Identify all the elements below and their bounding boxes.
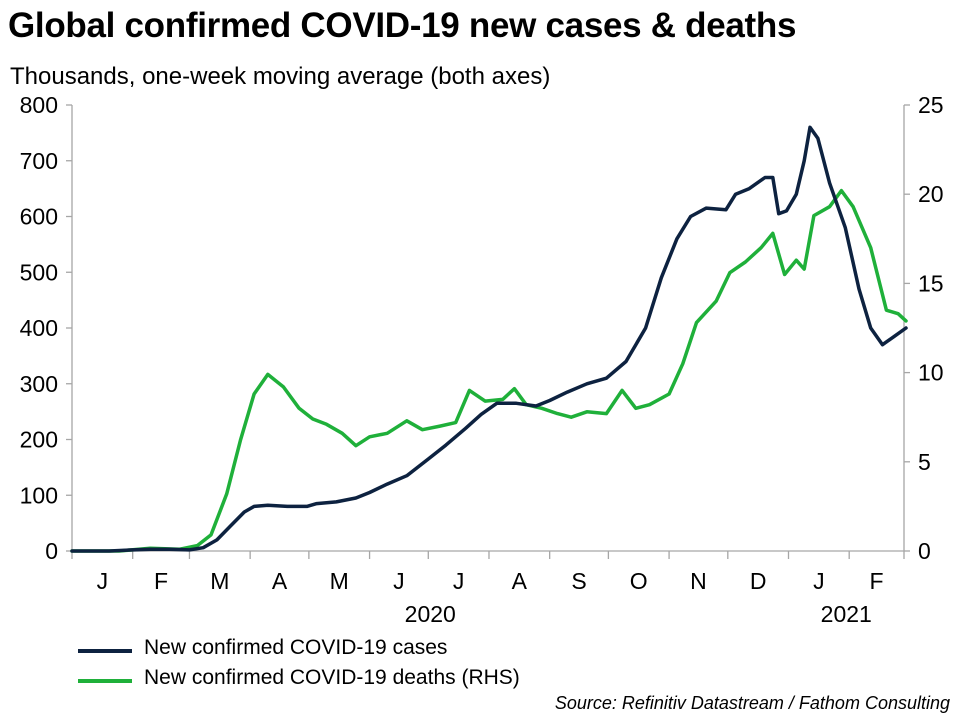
x-tick-label-month: O: [630, 568, 648, 594]
source-note: Source: Refinitiv Datastream / Fathom Co…: [554, 693, 950, 713]
series-line-cases: [70, 125, 908, 553]
axes: 0 100 200 300 400 500 600 700 800 0 5 10 15 20 25 J F M A M…: [20, 92, 944, 627]
y-right-tick-label: 10: [918, 360, 944, 386]
y-left-tick-label: 300: [20, 371, 58, 397]
y-left-tick-label: 400: [20, 315, 58, 341]
y-right-tick-label: 20: [918, 181, 944, 207]
y-left-tick-label: 100: [20, 482, 58, 508]
y-left-tick-label: 200: [20, 427, 58, 453]
y-left-tick-label: 700: [20, 148, 58, 174]
x-tick-label-month: F: [154, 568, 168, 594]
y-left-tick-label: 0: [45, 538, 58, 564]
x-tick-label-month: J: [453, 568, 465, 594]
x-tick-label-month: N: [690, 568, 707, 594]
y-left-tick-label: 600: [20, 204, 58, 230]
x-tick-label-month: J: [813, 568, 825, 594]
x-tick-label-month: A: [272, 568, 288, 594]
x-tick-label-month: S: [571, 568, 586, 594]
x-tick-label-month: J: [393, 568, 405, 594]
x-tick-label-month: A: [512, 568, 528, 594]
y-right-tick-label: 25: [918, 92, 944, 118]
x-tick-label-month: D: [750, 568, 767, 594]
chart-subtitle: Thousands, one-week moving average (both…: [10, 63, 551, 90]
legend-label-cases: New confirmed COVID-19 cases: [144, 636, 448, 659]
y-right-tick-label: 0: [918, 538, 931, 564]
legend-swatch-deaths: [78, 679, 132, 683]
x-year-label: 2021: [821, 601, 872, 627]
y-right-tick-label: 15: [918, 270, 944, 296]
x-tick-label-month: F: [870, 568, 884, 594]
chart-title: Global confirmed COVID-19 new cases & de…: [8, 6, 797, 45]
legend-label-deaths: New confirmed COVID-19 deaths (RHS): [144, 666, 520, 689]
series-line-deaths: [70, 188, 908, 553]
legend-swatch-cases: [78, 649, 132, 653]
y-left-tick-label: 500: [20, 259, 58, 285]
x-tick-label-month: J: [97, 568, 109, 594]
x-tick-label-month: M: [330, 568, 349, 594]
x-tick-label-month: M: [210, 568, 229, 594]
x-year-label: 2020: [405, 601, 456, 627]
y-left-tick-label: 800: [20, 92, 58, 118]
series-lines: [70, 125, 908, 553]
y-right-tick-label: 5: [918, 449, 931, 475]
